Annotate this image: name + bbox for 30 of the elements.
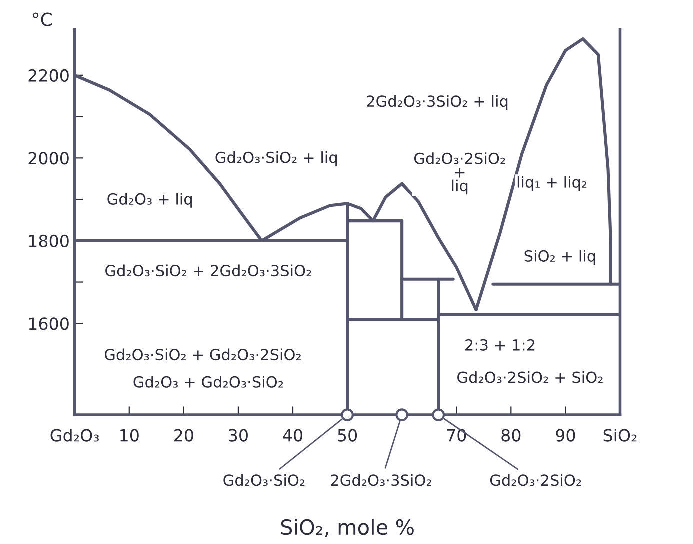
x-tick-label: 10	[120, 429, 139, 442]
annotation: Gd₂O₃·2SiO₂ + SiO₂	[458, 371, 603, 384]
annotation: 2:3 + 1:2	[466, 339, 535, 351]
annotation: 2Gd₂O₃·3SiO₂ + liq	[367, 95, 508, 110]
annotation: Gd₂O₃·SiO₂ + 2Gd₂O₃·3SiO₂	[106, 264, 312, 277]
annotation: 2Gd₂O₃·3SiO₂	[331, 474, 432, 486]
annotation: Gd₂O₃ + liq	[108, 193, 192, 208]
x-tick-label: 40	[283, 429, 302, 442]
y-tick-label: 1800	[29, 234, 69, 248]
x-tick-label: 80	[502, 429, 521, 442]
y-tick-label: 2200	[28, 69, 69, 82]
annotation: Gd₂O₃·2SiO₂ + liq	[414, 152, 506, 195]
y-tick-label: 2000	[28, 152, 69, 165]
x-tick-label: 90	[556, 429, 576, 442]
x-tick-label: 20	[174, 429, 194, 442]
x-tick-label: Gd₂O₃	[50, 428, 99, 442]
annotation: Gd₂O₃ + Gd₂O₃·SiO₂	[134, 376, 284, 388]
annotation: Gd₂O₃·2SiO₂	[490, 474, 582, 486]
annotation: Gd₂O₃·SiO₂ + liq	[216, 152, 337, 166]
y-axis-title: °C	[33, 12, 52, 26]
x-axis-title: SiO₂, mole %	[281, 519, 414, 538]
x-tick-label: 50	[338, 429, 358, 442]
annotation: Gd₂O₃·SiO₂ + Gd₂O₃·2SiO₂	[104, 348, 301, 361]
x-tick-label: 70	[447, 429, 466, 442]
x-tick-label: SiO₂	[604, 428, 637, 442]
annotation: Gd₂O₃·SiO₂	[224, 474, 305, 486]
x-tick-label: 30	[229, 429, 248, 442]
annotation: liq₁ + liq₂	[518, 176, 587, 191]
y-tick-label: 1600	[29, 318, 69, 330]
annotation: SiO₂ + liq	[524, 250, 596, 265]
